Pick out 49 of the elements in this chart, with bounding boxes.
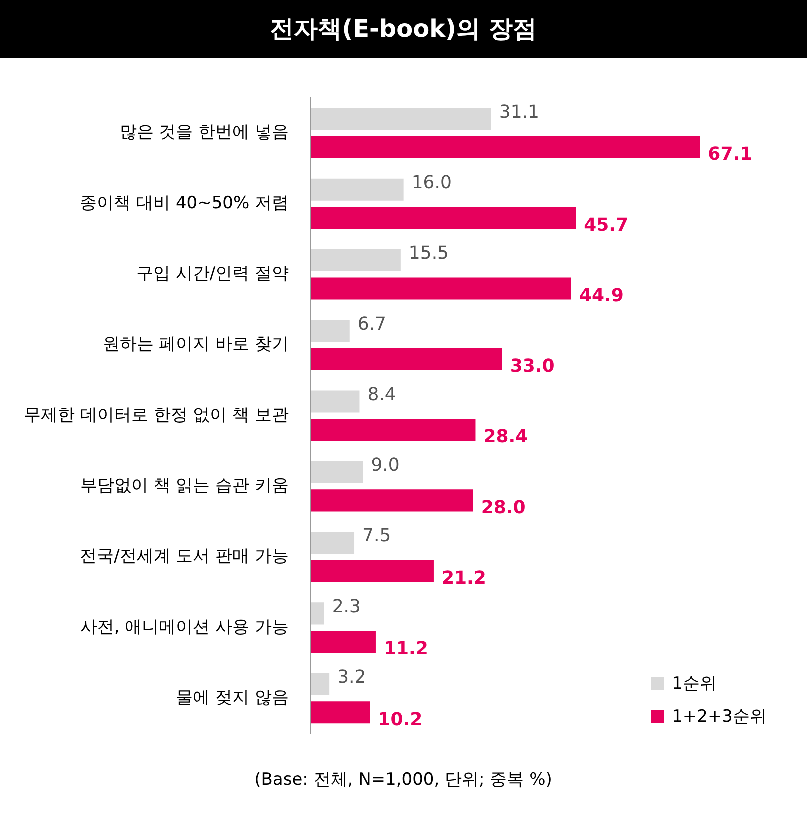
data-label: 2.3 xyxy=(332,596,361,618)
data-label: 3.2 xyxy=(338,667,366,688)
y-tick-label: 종이책 대비 40~50% 저렴 xyxy=(80,193,290,214)
bar xyxy=(311,673,330,696)
bar xyxy=(311,108,492,130)
bar xyxy=(311,390,360,413)
data-label: 15.5 xyxy=(408,243,449,264)
y-tick-label: 물에 젖지 않음 xyxy=(176,688,290,708)
bar xyxy=(311,249,401,272)
data-label: 31.1 xyxy=(499,102,540,123)
y-tick-label: 원하는 페이지 바로 찾기 xyxy=(102,334,290,355)
data-label: 11.2 xyxy=(384,638,428,660)
data-label: 67.1 xyxy=(708,144,753,166)
y-tick-label: 무제한 데이터로 한정 없이 책 보관 xyxy=(24,405,290,426)
bar xyxy=(311,490,474,512)
data-label: 28.0 xyxy=(481,497,526,518)
y-tick-label: 많은 것을 한번에 넣음 xyxy=(120,122,290,143)
data-label: 21.2 xyxy=(442,568,486,589)
bar xyxy=(311,320,350,342)
legend-label: 1+2+3순위 xyxy=(672,706,767,728)
bar xyxy=(311,207,576,230)
bar xyxy=(311,278,572,300)
data-label: 16.0 xyxy=(412,172,452,194)
bar xyxy=(311,178,404,201)
y-tick-label: 전국/전세계 도서 판매 가능 xyxy=(80,546,290,567)
bar xyxy=(311,602,324,625)
data-label: 6.7 xyxy=(358,314,387,335)
text: (Base: 전체, N=1,000, 단위; 중복 %) xyxy=(254,769,554,791)
y-tick-label: 부담없이 책 읽는 습관 키움 xyxy=(80,476,290,496)
bar xyxy=(311,560,434,582)
bar xyxy=(311,419,476,442)
bar xyxy=(311,702,370,724)
bar xyxy=(311,348,502,370)
chart-title: 전자책(E-book)의 장점 xyxy=(0,0,807,58)
data-label: 28.4 xyxy=(484,426,528,448)
data-label: 10.2 xyxy=(378,709,423,730)
bar xyxy=(311,630,376,653)
legend-label: 1순위 xyxy=(672,673,717,695)
data-label: 45.7 xyxy=(584,214,628,236)
bar xyxy=(311,136,700,158)
bar xyxy=(311,461,364,484)
y-tick-label: 사전, 애니메이션 사용 가능 xyxy=(80,617,290,638)
data-label: 44.9 xyxy=(579,285,624,306)
bar xyxy=(311,532,355,554)
data-label: 33.0 xyxy=(510,356,555,378)
data-label: 9.0 xyxy=(371,455,400,476)
data-label: 7.5 xyxy=(362,526,392,547)
y-tick-label: 구입 시간/인력 절약 xyxy=(136,264,290,284)
data-label: 8.4 xyxy=(368,384,396,406)
